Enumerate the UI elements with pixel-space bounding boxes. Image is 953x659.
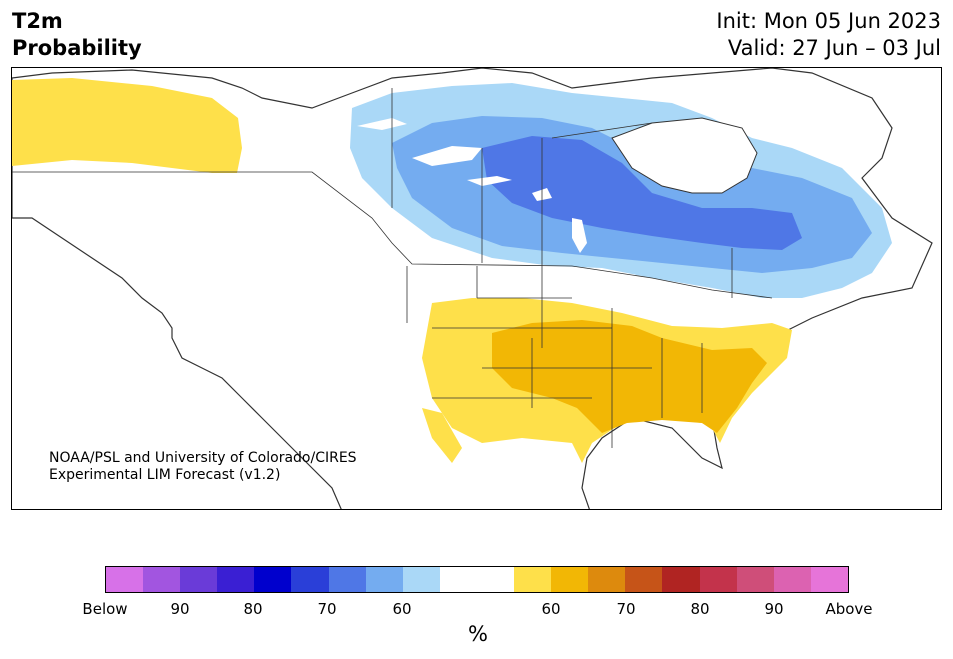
great-slave-lake: [467, 176, 512, 186]
colorbar: [105, 566, 849, 593]
colorbar-tick-label: 80: [243, 600, 263, 618]
title-block: T2m Probability: [12, 8, 142, 62]
colorbar-tick-label: Below: [82, 600, 128, 618]
colorbar-segment: [514, 567, 552, 592]
northern-lake: [357, 118, 407, 130]
colorbar-segment: [106, 567, 144, 592]
colorbar-tick-label: 80: [690, 600, 710, 618]
credit-line-1: NOAA/PSL and University of Colorado/CIRE…: [49, 450, 357, 466]
colorbar-tick-label: 60: [392, 600, 412, 618]
colorbar-segment: [291, 567, 329, 592]
colorbar-segment: [180, 567, 218, 592]
us-above-mid: [492, 320, 767, 433]
colorbar-segment: [328, 567, 366, 592]
colorbar-segment: [773, 567, 811, 592]
colorbar-segment: [365, 567, 403, 592]
colorbar-tick-label: 70: [616, 600, 636, 618]
colorbar-segment: [476, 567, 515, 592]
lake-winnipeg: [572, 218, 587, 253]
metric-title: Probability: [12, 36, 142, 60]
colorbar-segment: [143, 567, 181, 592]
valid-date: Valid: 27 Jun – 03 Jul: [727, 36, 941, 60]
canada-below-strong: [482, 136, 802, 250]
variable-title: T2m: [12, 9, 63, 33]
map-canvas: [12, 68, 933, 509]
colorbar-tick-label: Above: [825, 600, 873, 618]
colorbar-unit: %: [468, 622, 488, 646]
credit-text: NOAA/PSL and University of Colorado/CIRE…: [49, 450, 357, 484]
colorbar-segment: [551, 567, 589, 592]
colorbar-segment: [254, 567, 292, 592]
mexico-above-region: [422, 408, 462, 463]
colorbar-segment: [810, 567, 848, 592]
colorbar-tick-label: 90: [764, 600, 784, 618]
great-bear-lake: [412, 146, 482, 166]
colorbar-segment: [662, 567, 700, 592]
colorbar-segment: [736, 567, 774, 592]
borders: [12, 88, 773, 448]
hudson-bay-area: [611, 117, 758, 194]
date-block: Init: Mon 05 Jun 2023 Valid: 27 Jun – 03…: [716, 8, 941, 62]
colorbar-segment: [439, 567, 477, 592]
colorbar-segment: [217, 567, 255, 592]
colorbar-segment: [625, 567, 663, 592]
colorbar-tick-label: 60: [541, 600, 561, 618]
colorbar-segment: [588, 567, 626, 592]
alaska-above-region: [12, 78, 242, 173]
forecast-map: [11, 67, 942, 510]
colorbar-segment: [699, 567, 737, 592]
colorbar-tick-label: 90: [170, 600, 190, 618]
colorbar-tick-label: 70: [317, 600, 337, 618]
init-date: Init: Mon 05 Jun 2023: [716, 9, 941, 33]
credit-line-2: Experimental LIM Forecast (v1.2): [49, 467, 281, 483]
colorbar-segment: [402, 567, 440, 592]
